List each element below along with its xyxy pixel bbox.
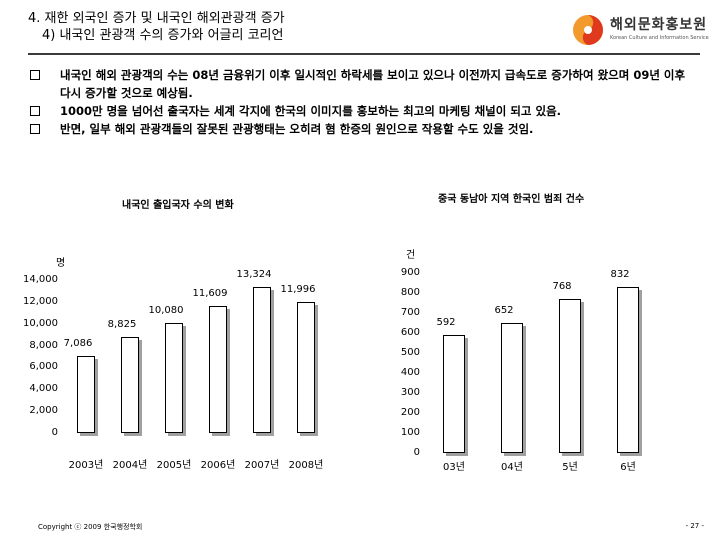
bullet-text: 1000만 명을 넘어선 출국자는 세계 각지에 한국의 이미지를 홍보하는 최… <box>60 104 562 118</box>
x-tick-label: 5년 <box>562 462 578 473</box>
bar-value-label: 592 <box>436 316 456 328</box>
checkbox-bullet-icon <box>30 70 40 80</box>
chart-bar <box>443 334 465 453</box>
logo-name: 해외문화홍보원 <box>610 17 708 33</box>
logo-circle-icon <box>573 15 603 45</box>
x-tick-label: 2008년 <box>288 460 324 471</box>
x-tick-label: 2006년 <box>200 460 236 471</box>
y-tick-label: 14,000 <box>23 274 58 285</box>
y-tick-label: 10,000 <box>23 317 58 329</box>
checkbox-bullet-icon <box>30 106 40 116</box>
x-tick-label: 2005년 <box>156 460 192 471</box>
x-tick-label: 6년 <box>620 462 636 473</box>
bar-value-label: 11,609 <box>192 288 228 300</box>
y-tick-label: 700 <box>400 307 420 318</box>
y-tick-label: 200 <box>400 407 420 418</box>
page-title: 4. 재한 외국인 증가 및 내국인 해외관광객 증가 4) 내국인 관광객 수… <box>28 10 285 44</box>
bar-value-label: 7,086 <box>63 337 93 349</box>
y-tick-label: 0 <box>413 447 420 458</box>
x-tick-label: 2004년 <box>112 460 148 471</box>
y-tick-label: 300 <box>400 387 420 398</box>
bar-value-label: 11,996 <box>280 283 316 295</box>
list-item: 반면, 일부 해외 관광객들의 잘못된 관광행태는 오히려 혐 한증의 원인으로… <box>26 120 696 138</box>
x-tick-label: 04년 <box>501 462 523 473</box>
chart1-ylabel: 명 <box>56 258 66 269</box>
chart-bar <box>501 322 523 453</box>
y-tick-label: 8,000 <box>29 339 58 351</box>
bullet-text: 반면, 일부 해외 관광객들의 잘못된 관광행태는 오히려 혐 한증의 원인으로… <box>60 122 534 136</box>
chart-bar <box>297 301 315 433</box>
chart2-ylabel: 건 <box>406 250 416 261</box>
y-tick-label: 400 <box>400 367 420 378</box>
x-tick-label: 2007년 <box>244 460 280 471</box>
bar-value-label: 8,825 <box>107 318 137 330</box>
y-tick-label: 800 <box>400 287 420 298</box>
bar-value-label: 13,324 <box>236 269 272 281</box>
list-item: 내국인 해외 관광객의 수는 08년 금융위기 이후 일시적인 하락세를 보이고… <box>26 66 696 102</box>
chart-bar <box>617 286 639 453</box>
y-tick-label: 900 <box>400 267 420 278</box>
chart-bar <box>253 287 271 433</box>
list-item: 1000만 명을 넘어선 출국자는 세계 각지에 한국의 이미지를 홍보하는 최… <box>26 102 696 120</box>
chart-bar <box>209 306 227 433</box>
bullet-text: 내국인 해외 관광객의 수는 08년 금융위기 이후 일시적인 하락세를 보이고… <box>60 68 686 100</box>
x-tick-label: 2003년 <box>68 460 104 471</box>
logo: 해외문화홍보원 Korean Culture and Information S… <box>572 12 712 48</box>
bullet-list: 내국인 해외 관광객의 수는 08년 금융위기 이후 일시적인 하락세를 보이고… <box>26 66 696 138</box>
chart-bar <box>559 299 581 453</box>
chart-bar <box>165 322 183 433</box>
logo-subtitle: Korean Culture and Information Service <box>610 35 709 41</box>
title-divider <box>28 53 700 55</box>
page-number: - 27 - <box>685 522 704 530</box>
checkbox-bullet-icon <box>30 124 40 134</box>
bar-value-label: 768 <box>552 281 572 293</box>
chart-bar <box>121 336 139 433</box>
y-tick-label: 600 <box>400 327 420 338</box>
y-tick-label: 2,000 <box>29 405 58 417</box>
copyright: Copyright ⓒ 2009 한국행정학회 <box>38 523 143 531</box>
bar-value-label: 652 <box>494 304 514 316</box>
y-tick-label: 4,000 <box>29 383 58 395</box>
chart1-title: 내국인 출입국자 수의 변화 <box>122 200 234 211</box>
y-tick-label: 0 <box>51 427 58 438</box>
y-tick-label: 500 <box>400 347 420 358</box>
bar-value-label: 832 <box>610 268 630 280</box>
y-tick-label: 6,000 <box>29 361 58 373</box>
x-tick-label: 03년 <box>443 462 465 473</box>
title-line-1: 4. 재한 외국인 증가 및 내국인 해외관광객 증가 <box>28 11 285 26</box>
title-line-2: 4) 내국인 관광객 수의 증가와 어글리 코리언 <box>42 28 284 43</box>
y-tick-label: 100 <box>400 427 420 438</box>
y-tick-label: 12,000 <box>23 295 58 307</box>
bar-value-label: 10,080 <box>148 304 184 316</box>
chart-bar <box>77 355 95 433</box>
chart2-title: 중국 동남아 지역 한국인 범죄 건수 <box>438 194 585 205</box>
